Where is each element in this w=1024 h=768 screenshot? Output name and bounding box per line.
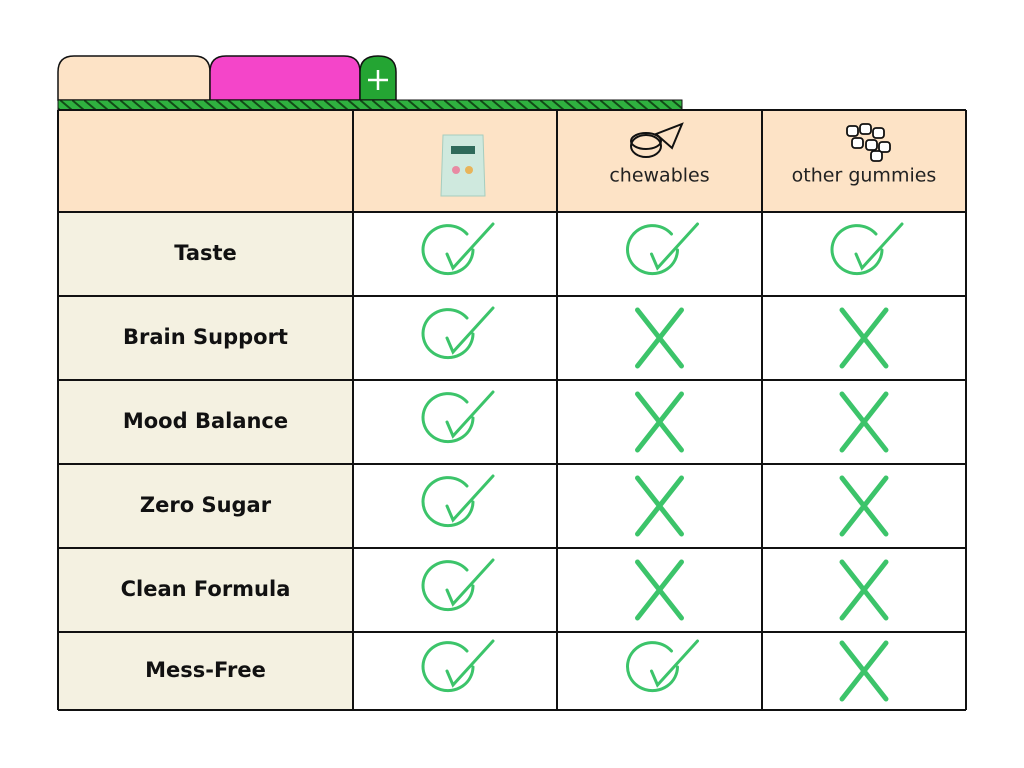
row-label: Brain Support xyxy=(123,325,288,349)
column-header: chewables xyxy=(609,165,709,187)
cross-mark xyxy=(635,391,684,453)
check-mark xyxy=(421,558,495,612)
check-mark xyxy=(421,306,495,360)
row-label: Taste xyxy=(174,241,237,265)
row-label: Clean Formula xyxy=(121,577,291,601)
table-grid xyxy=(57,109,967,711)
tab[interactable] xyxy=(57,55,211,101)
column-header: other gummies xyxy=(792,165,937,187)
check-mark xyxy=(421,474,495,528)
row-label: Mess-Free xyxy=(145,658,266,682)
label-column xyxy=(58,212,353,710)
tab[interactable] xyxy=(209,55,361,101)
cross-mark xyxy=(635,307,684,369)
cross-mark xyxy=(839,475,889,537)
gummies-icon xyxy=(846,123,891,162)
check-mark xyxy=(421,222,495,276)
check-mark xyxy=(626,222,699,276)
add-tab-button[interactable] xyxy=(359,55,397,101)
cross-mark xyxy=(635,559,684,621)
check-mark xyxy=(421,639,495,693)
cross-mark xyxy=(839,307,889,369)
cross-mark xyxy=(839,559,889,621)
hatched-strip xyxy=(57,99,683,111)
cross-mark xyxy=(839,391,889,453)
cross-mark xyxy=(839,640,889,702)
product-image xyxy=(440,134,486,197)
chewables-icon xyxy=(630,122,684,158)
check-mark xyxy=(626,639,699,693)
header-row xyxy=(58,110,966,212)
cross-mark xyxy=(635,475,684,537)
row-label: Mood Balance xyxy=(123,409,288,433)
row-label: Zero Sugar xyxy=(140,493,272,517)
check-mark xyxy=(830,222,904,276)
check-mark xyxy=(421,390,495,444)
